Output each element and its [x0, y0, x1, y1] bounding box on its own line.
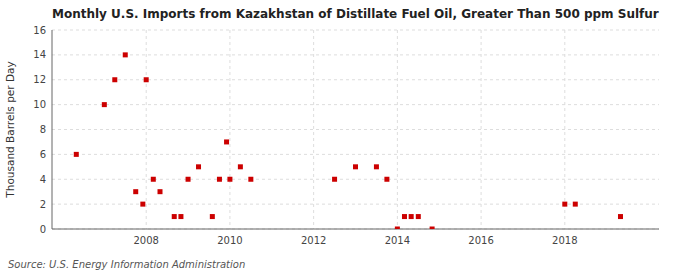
point: [158, 189, 163, 194]
x-grid-line: [229, 30, 230, 229]
point: [402, 214, 407, 219]
point: [416, 214, 421, 219]
y-tick-label: 10: [33, 99, 46, 110]
point: [178, 214, 183, 219]
axes: 0 2 4 6 8 10 12 14 16 2008 2010 2012 2014 2016 2018: [33, 25, 659, 247]
point: [374, 164, 379, 169]
x-tick-label: 2016: [468, 235, 493, 246]
point: [210, 214, 215, 219]
x-tick-label: 2014: [385, 235, 410, 246]
point: [140, 202, 145, 207]
point: [217, 177, 222, 182]
x-tick-label: 2010: [217, 235, 242, 246]
point: [409, 214, 414, 219]
y-grid-line: [52, 104, 659, 105]
y-tick-label: 0: [40, 224, 46, 235]
y-tick-label: 12: [33, 74, 46, 85]
point: [196, 164, 201, 169]
point: [395, 227, 400, 230]
point: [123, 52, 128, 57]
point: [172, 214, 177, 219]
y-grid-line: [52, 79, 659, 80]
point: [227, 177, 232, 182]
point: [353, 164, 358, 169]
point: [238, 164, 243, 169]
point: [151, 177, 156, 182]
points: [74, 52, 623, 229]
x-grid-line: [313, 30, 314, 229]
x-tick-label: 2008: [133, 235, 158, 246]
x-grid-line: [146, 30, 147, 229]
y-grid-line: [52, 179, 659, 180]
y-grid-line: [52, 129, 659, 130]
point: [133, 189, 138, 194]
y-grid-line: [52, 30, 659, 31]
x-tick-label: 2018: [552, 235, 577, 246]
x-grid-line: [397, 30, 398, 229]
point: [332, 177, 337, 182]
point: [186, 177, 191, 182]
point: [618, 214, 623, 219]
y-tick-label: 14: [33, 49, 46, 60]
point: [248, 177, 253, 182]
y-grid-line: [52, 54, 659, 55]
point: [102, 102, 107, 107]
y-tick-label: 6: [40, 149, 46, 160]
point: [144, 77, 149, 82]
x-grid-line: [481, 30, 482, 229]
x-tick-label: 2012: [301, 235, 326, 246]
y-tick-label: 2: [40, 199, 46, 210]
point: [112, 77, 117, 82]
y-tick-label: 8: [40, 124, 46, 135]
point: [562, 202, 567, 207]
point: [74, 152, 79, 157]
point: [430, 227, 435, 230]
chart: 0 2 4 6 8 10 12 14 16 2008 2010 2012 2014 2016 2018 Mon…: [0, 0, 675, 275]
title: Monthly U.S. Imports from Kazakhstan of …: [52, 7, 659, 21]
point: [384, 177, 389, 182]
x-grid-line: [564, 30, 565, 229]
y-axis-label: Thousand Barrels per Day: [4, 61, 16, 198]
y-grid-line: [52, 154, 659, 155]
background: [0, 0, 675, 275]
y-tick-label: 16: [33, 25, 46, 36]
source-note: Source: U.S. Energy Information Administ…: [8, 259, 245, 270]
point: [224, 139, 229, 144]
y-grid-line: [52, 229, 659, 230]
x-axis-line: [52, 229, 659, 230]
y-tick-label: 4: [40, 174, 46, 185]
point: [573, 202, 578, 207]
y-axis-line: [52, 30, 53, 229]
grid: [52, 30, 659, 229]
